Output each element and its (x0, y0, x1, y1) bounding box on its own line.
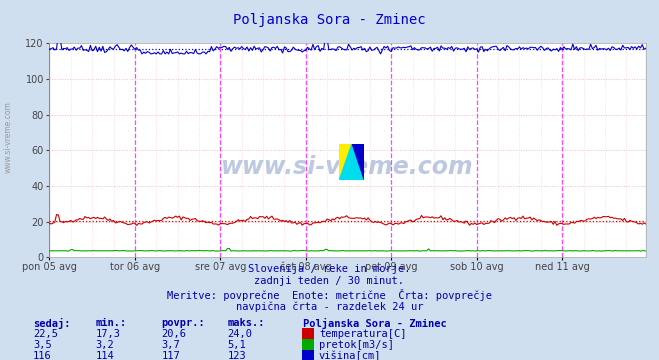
Text: 5,1: 5,1 (227, 340, 246, 350)
Polygon shape (352, 144, 364, 180)
Polygon shape (339, 144, 352, 180)
Text: 17,3: 17,3 (96, 329, 121, 339)
Text: 3,2: 3,2 (96, 340, 114, 350)
Text: Meritve: povprečne  Enote: metrične  Črta: povprečje: Meritve: povprečne Enote: metrične Črta:… (167, 289, 492, 301)
Text: Poljanska Sora - Zminec: Poljanska Sora - Zminec (233, 13, 426, 27)
Text: temperatura[C]: temperatura[C] (319, 329, 407, 339)
Text: navpična črta - razdelek 24 ur: navpična črta - razdelek 24 ur (236, 302, 423, 312)
Text: www.si-vreme.com: www.si-vreme.com (3, 101, 13, 173)
Polygon shape (339, 144, 364, 180)
Text: višina[cm]: višina[cm] (319, 351, 382, 360)
Text: Poljanska Sora - Zminec: Poljanska Sora - Zminec (303, 318, 447, 329)
Text: 22,5: 22,5 (33, 329, 58, 339)
Text: Slovenija / reke in morje.: Slovenija / reke in morje. (248, 264, 411, 274)
Text: 114: 114 (96, 351, 114, 360)
Text: 20,6: 20,6 (161, 329, 186, 339)
Text: 117: 117 (161, 351, 180, 360)
Text: zadnji teden / 30 minut.: zadnji teden / 30 minut. (254, 276, 405, 287)
Text: maks.:: maks.: (227, 318, 265, 328)
Text: 3,7: 3,7 (161, 340, 180, 350)
Text: min.:: min.: (96, 318, 127, 328)
Text: www.si-vreme.com: www.si-vreme.com (221, 156, 474, 179)
Text: 3,5: 3,5 (33, 340, 51, 350)
Text: 24,0: 24,0 (227, 329, 252, 339)
Text: povpr.:: povpr.: (161, 318, 205, 328)
Text: sedaj:: sedaj: (33, 318, 71, 329)
Text: 116: 116 (33, 351, 51, 360)
Text: 123: 123 (227, 351, 246, 360)
Text: pretok[m3/s]: pretok[m3/s] (319, 340, 394, 350)
